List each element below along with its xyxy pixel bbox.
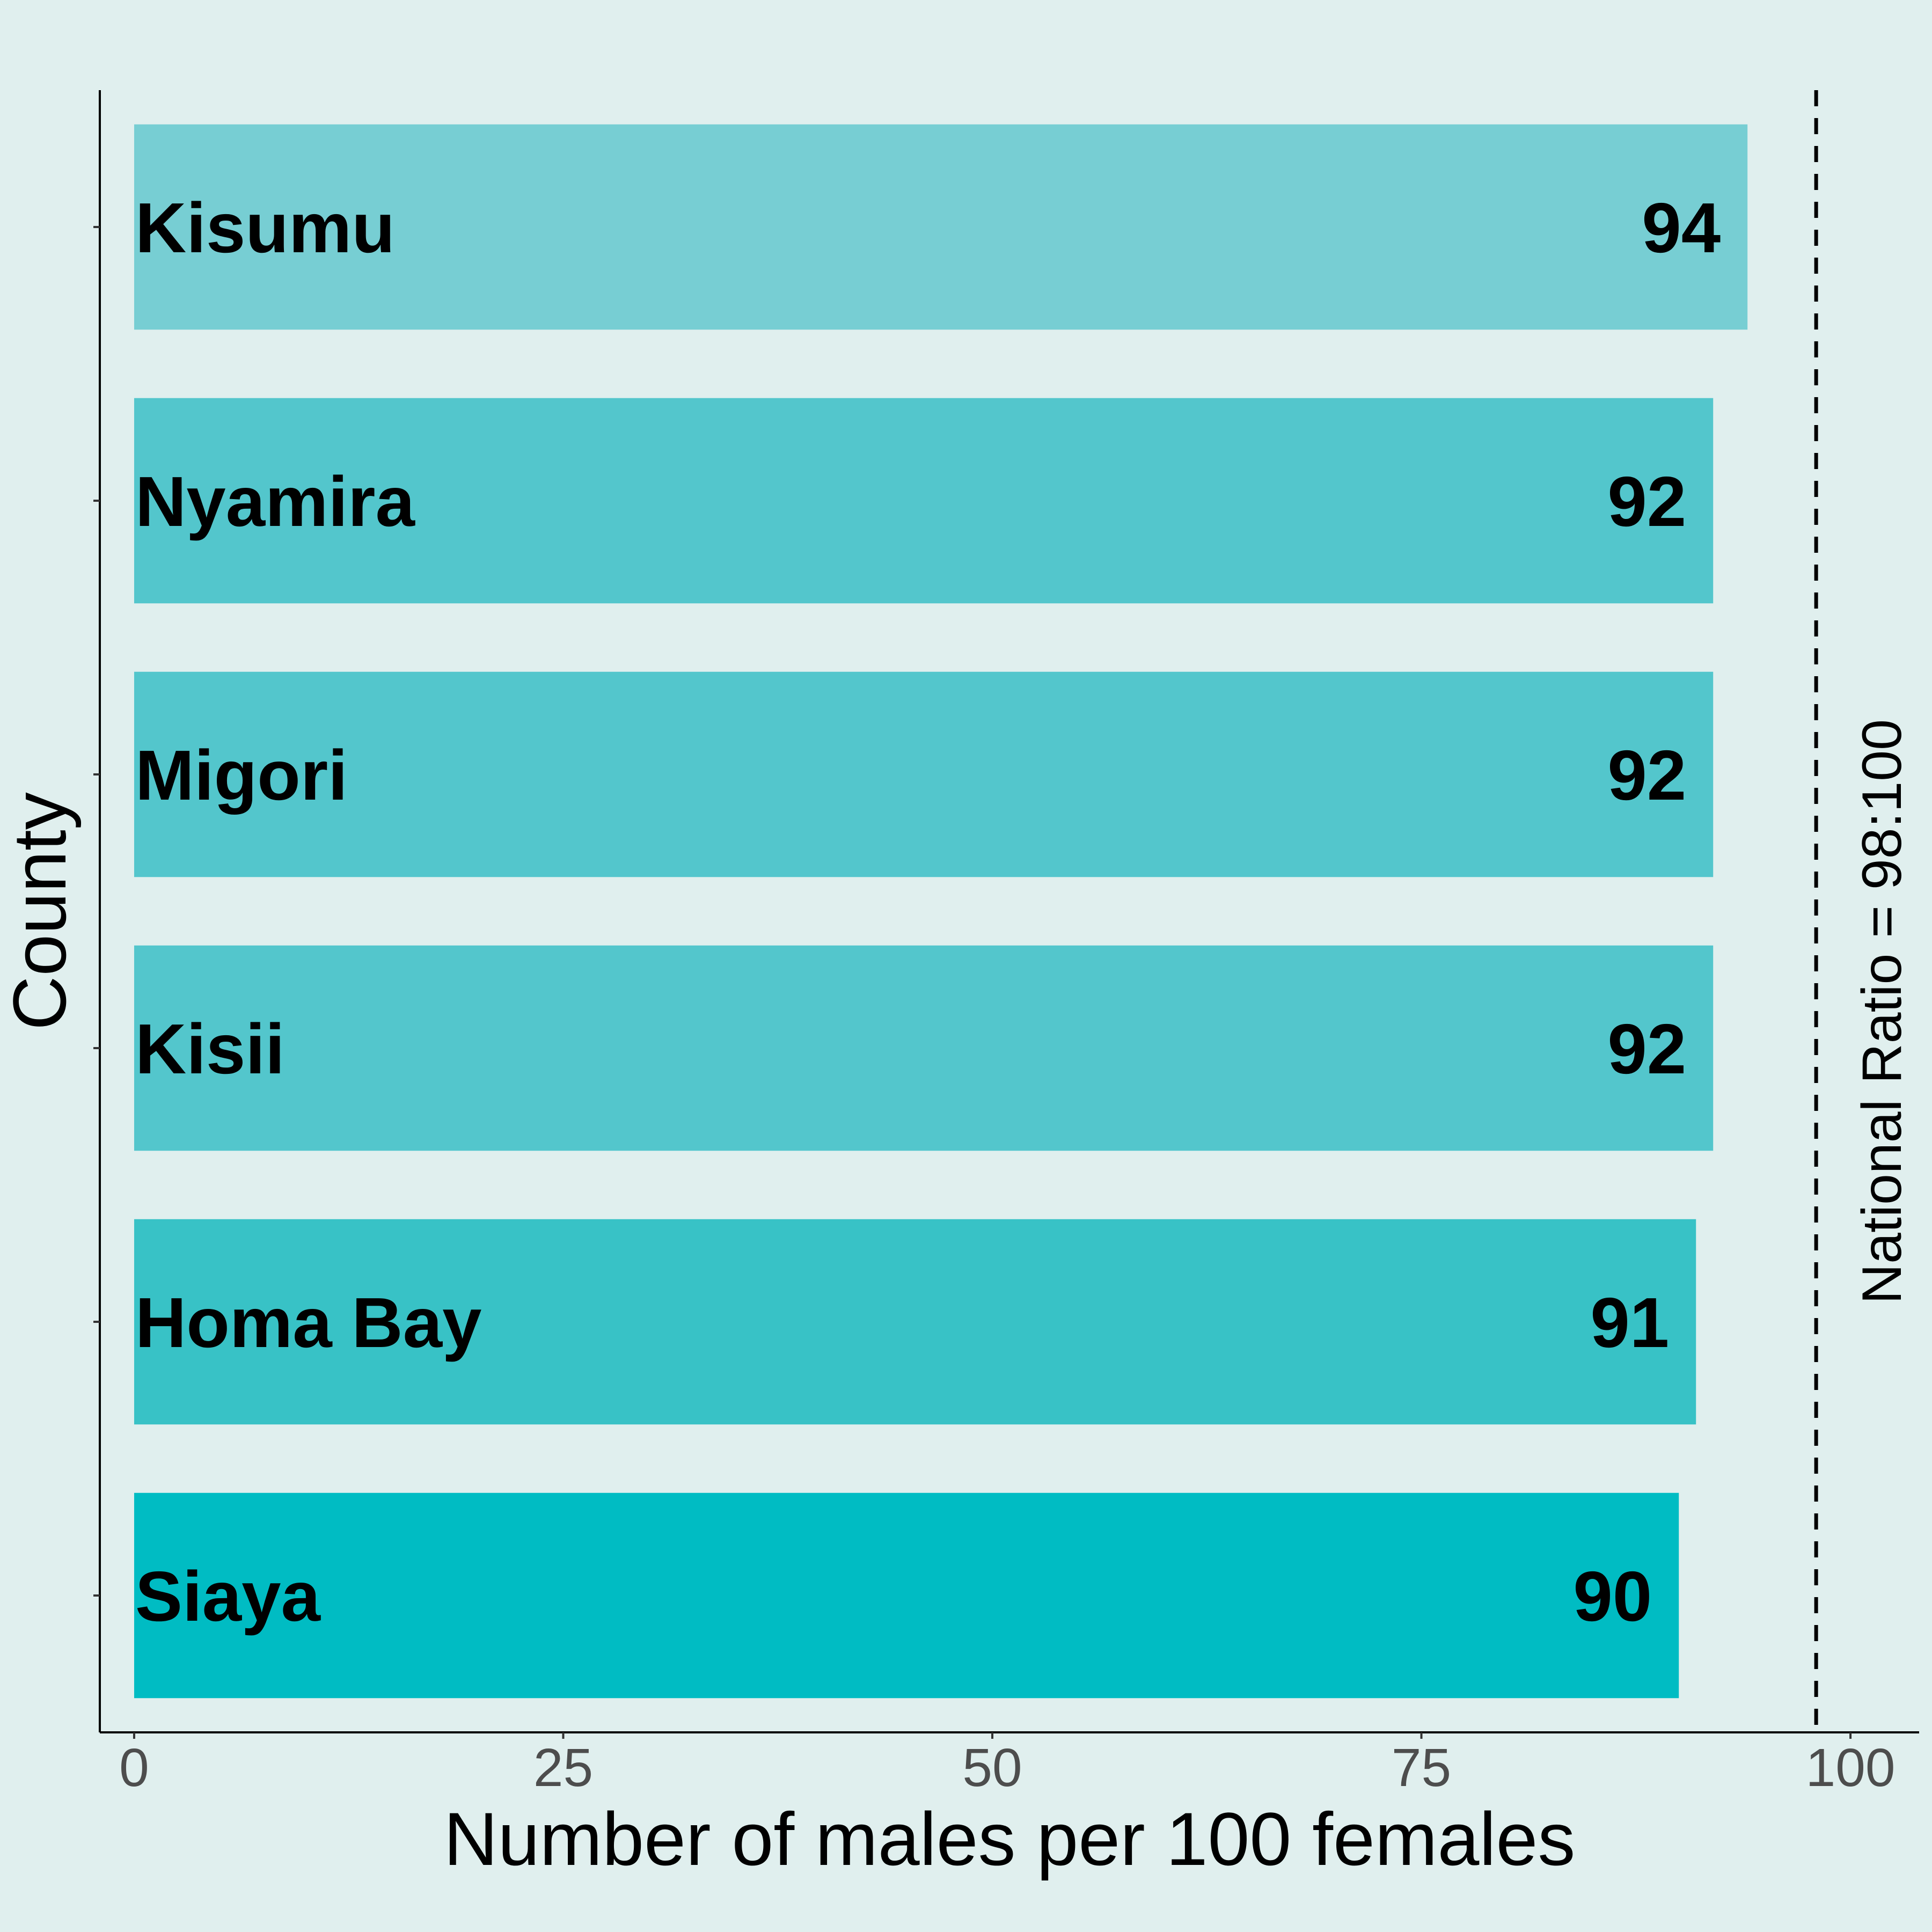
- value-label-kisumu: 94: [1642, 188, 1721, 267]
- value-label-kisii: 92: [1607, 1009, 1686, 1088]
- y-axis-title: County: [0, 792, 82, 1030]
- category-label-nyamira: Nyamira: [135, 462, 416, 541]
- x-tick-label-75: 75: [1392, 1738, 1451, 1798]
- category-label-siaya: Siaya: [135, 1557, 321, 1636]
- x-ticks: 0 25 50 75 100: [119, 1732, 1896, 1798]
- category-label-homa-bay: Homa Bay: [135, 1283, 482, 1362]
- y-ticks: [93, 226, 100, 1597]
- bar-nyamira: [134, 398, 1714, 604]
- axes: [99, 90, 1919, 1733]
- x-axis-title: Number of males per 100 females: [444, 1797, 1576, 1881]
- bar-migori: [134, 671, 1714, 877]
- category-label-kisumu: Kisumu: [135, 188, 395, 267]
- value-label-nyamira: 92: [1607, 462, 1686, 541]
- value-label-homa-bay: 91: [1590, 1283, 1669, 1362]
- bars: Kisumu 94 Nyamira 92 Migori 92 Kisii 92 Homa Bay…: [134, 124, 1748, 1699]
- national-ratio-annotation: National Ratio = 98:100: [1851, 719, 1913, 1304]
- bar-kisumu: [134, 124, 1748, 330]
- bar-siaya: [134, 1492, 1679, 1699]
- bar-kisii: [134, 945, 1714, 1151]
- value-label-siaya: 90: [1573, 1557, 1652, 1636]
- x-tick-label-100: 100: [1806, 1738, 1896, 1798]
- x-tick-label-50: 50: [962, 1738, 1022, 1798]
- bar-homa-bay: [134, 1219, 1696, 1425]
- category-label-migori: Migori: [135, 736, 348, 815]
- category-label-kisii: Kisii: [135, 1009, 285, 1088]
- value-label-migori: 92: [1607, 736, 1686, 815]
- x-tick-label-0: 0: [119, 1738, 149, 1798]
- x-tick-label-25: 25: [533, 1738, 593, 1798]
